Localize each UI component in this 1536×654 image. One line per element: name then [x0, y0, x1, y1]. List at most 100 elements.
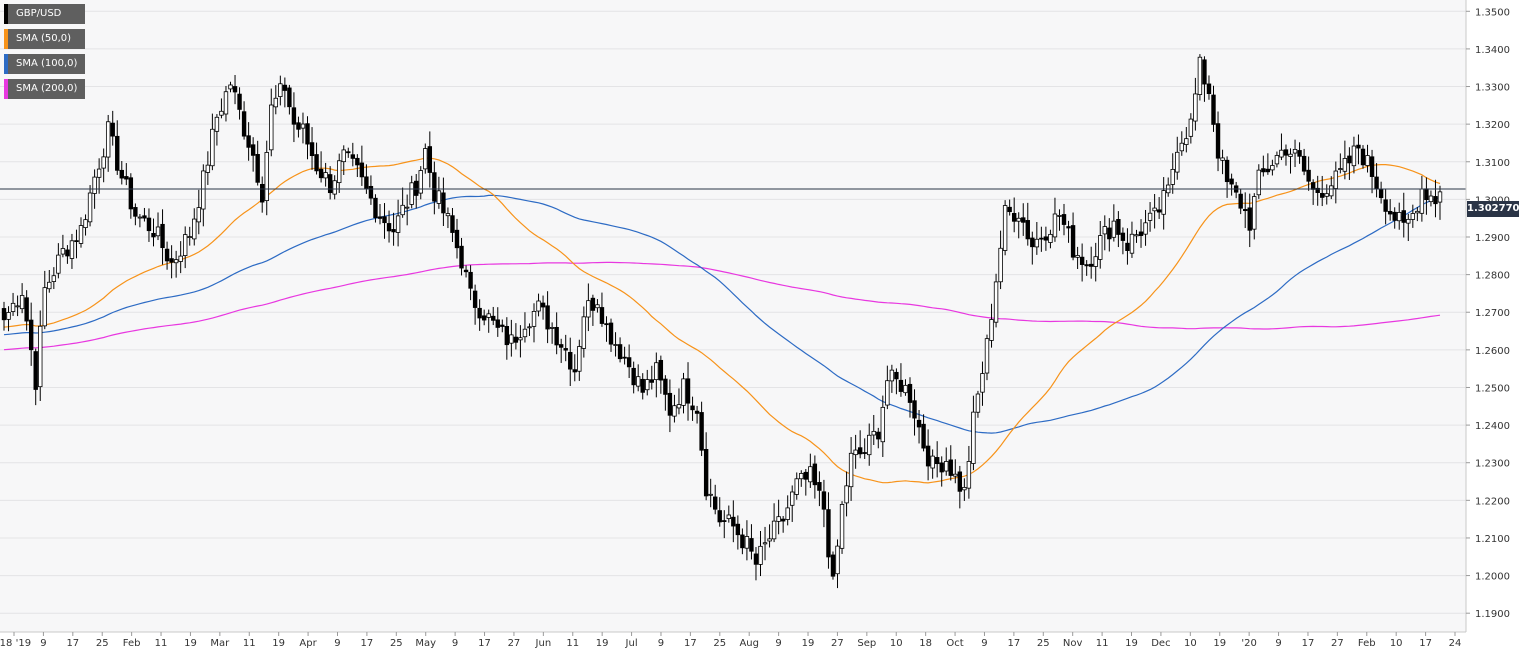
x-tick-label: Sep	[857, 638, 876, 649]
candle-body	[907, 383, 913, 403]
sma200-path	[3, 261, 1441, 351]
legend-swatch	[4, 29, 8, 49]
candle-body	[1079, 256, 1085, 265]
candle-body	[47, 281, 52, 290]
candle-body	[527, 326, 532, 329]
candle-body	[1021, 217, 1026, 223]
candle-body	[690, 405, 695, 411]
candle-body	[305, 123, 310, 145]
candle-body	[1147, 212, 1153, 221]
candle-body	[1066, 226, 1071, 229]
x-tick-label: 10	[1390, 638, 1403, 649]
x-tick-label: Jul	[625, 638, 638, 649]
candle-body	[15, 305, 20, 308]
candle-body	[1356, 144, 1361, 149]
candle-body	[957, 471, 963, 492]
candle-body	[871, 430, 876, 436]
candle-body	[826, 509, 831, 558]
x-tick-label: 18	[919, 638, 932, 649]
candle-body	[1243, 209, 1248, 212]
candle-body	[124, 176, 129, 180]
legend-item-sma100[interactable]: SMA (100,0)	[4, 54, 86, 74]
candle-body	[613, 344, 618, 346]
candle-body	[1193, 93, 1198, 122]
x-tick-label: 27	[1331, 638, 1344, 649]
candle-body	[327, 174, 333, 194]
candle-body	[404, 206, 410, 209]
candle-body	[577, 346, 582, 372]
candle-body	[192, 218, 197, 240]
candle-body	[740, 534, 745, 549]
legend-item-sma50[interactable]: SMA (50,0)	[4, 29, 86, 49]
legend: GBP/USD SMA (50,0) SMA (100,0) SMA (200,…	[4, 4, 86, 104]
candle-body	[1383, 199, 1388, 212]
x-tick-label: 25	[96, 638, 109, 649]
candle-body	[1025, 220, 1030, 240]
candle-body	[1175, 151, 1180, 173]
candle-body	[137, 216, 143, 219]
candle-body	[975, 393, 981, 413]
candle-body	[187, 236, 192, 238]
candle-body	[817, 482, 822, 491]
candle-body	[1039, 237, 1044, 240]
candle-body	[1256, 169, 1262, 196]
y-tick-label: 1.3000	[1475, 195, 1510, 206]
candle-body	[182, 234, 188, 256]
candle-body	[210, 128, 215, 167]
candle-body	[599, 307, 605, 324]
candle-body	[314, 154, 319, 172]
legend-item-sma200[interactable]: SMA (200,0)	[4, 79, 86, 99]
x-tick-label: 9	[1275, 638, 1281, 649]
candle-body	[500, 324, 505, 327]
x-tick-label: 19	[1213, 638, 1226, 649]
candle-body	[400, 204, 405, 216]
candle-body	[794, 478, 799, 495]
legend-item-gbpusd[interactable]: GBP/USD	[4, 4, 86, 24]
candle-body	[631, 367, 636, 386]
candle-body	[944, 461, 949, 472]
sma-50-line	[3, 157, 1441, 484]
candle-body	[418, 170, 423, 194]
candle-body	[1410, 213, 1416, 220]
candle-body	[432, 172, 437, 202]
candle-body	[1329, 185, 1334, 197]
candle-body	[160, 223, 165, 249]
x-tick-label: Jun	[535, 638, 552, 649]
candle-body	[821, 491, 827, 510]
x-tick-label: '20	[1241, 638, 1256, 649]
candle-body	[1252, 196, 1257, 230]
candle-body	[581, 316, 587, 349]
candle-body	[912, 400, 917, 419]
candle-body	[1075, 255, 1080, 258]
x-tick-label: 11	[155, 638, 168, 649]
candle-body	[753, 553, 759, 565]
candle-body	[1378, 189, 1384, 199]
candle-body	[269, 104, 274, 151]
candle-body	[876, 431, 881, 440]
candle-body	[24, 297, 29, 322]
candle-body	[173, 259, 179, 264]
x-tick-label: 9	[334, 638, 340, 649]
candle-body	[28, 319, 34, 351]
candle-body	[423, 148, 428, 170]
y-tick-label: 1.2100	[1475, 534, 1510, 545]
candle-body	[309, 142, 315, 157]
candle-body	[1116, 219, 1121, 235]
candle-body	[1120, 232, 1126, 241]
candle-body	[617, 344, 623, 360]
y-tick-label: 1.3200	[1475, 120, 1510, 131]
candle-body	[663, 378, 668, 395]
candle-body	[749, 538, 754, 552]
candle-body	[1084, 264, 1089, 267]
candle-body	[19, 295, 25, 310]
y-tick-label: 1.3100	[1475, 158, 1510, 169]
candle-body	[477, 307, 482, 319]
candle-body	[355, 157, 360, 166]
candle-body	[255, 154, 260, 183]
candle-body	[658, 359, 664, 381]
candle-body	[563, 348, 568, 351]
candle-body	[74, 240, 79, 243]
candle-body	[359, 162, 365, 178]
candle-body	[364, 176, 369, 190]
candle-body	[101, 156, 106, 169]
